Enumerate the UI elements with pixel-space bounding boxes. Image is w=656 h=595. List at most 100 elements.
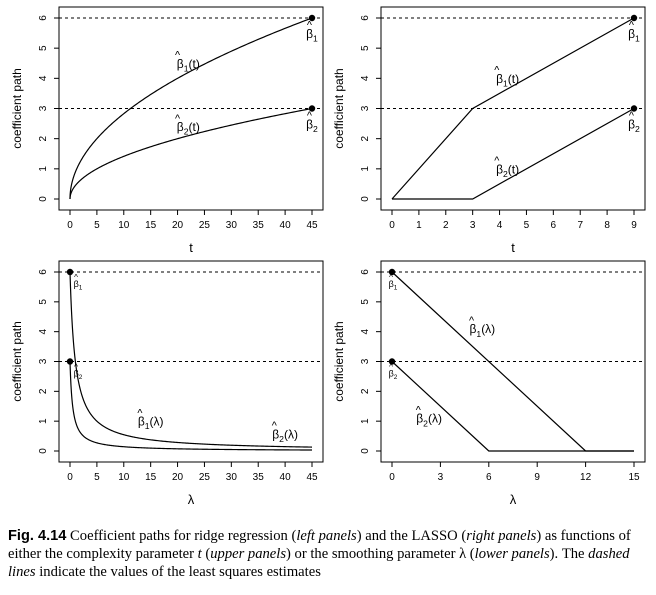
x-tick-label: 1 <box>416 220 422 231</box>
series-line-1 <box>69 272 313 448</box>
caption-emphasis: left panels <box>296 528 357 544</box>
hat-mark: ^ <box>389 362 393 371</box>
y-tick-label: 3 <box>360 358 371 364</box>
x-tick-label: 0 <box>67 472 73 483</box>
estimate-point-1 <box>630 14 638 22</box>
y-tick-label: 5 <box>38 299 49 305</box>
hat-mark: ^ <box>175 113 181 125</box>
y-tick-label: 2 <box>38 135 49 141</box>
x-tick-label: 10 <box>118 472 130 483</box>
series-line-2 <box>69 361 313 451</box>
caption-label: Fig. 4.14 <box>8 528 67 544</box>
estimate-label-2: β2 <box>74 369 83 382</box>
y-tick-label: 0 <box>38 448 49 454</box>
series-label-2: β2(t) <box>177 120 200 137</box>
x-tick-label: 9 <box>534 472 540 483</box>
x-axis-label: λ <box>188 492 195 507</box>
estimate-label-2: β2 <box>389 369 398 382</box>
caption-emphasis: upper panels <box>210 546 287 562</box>
y-tick-label: 2 <box>360 388 371 394</box>
x-tick-label: 15 <box>145 220 157 231</box>
x-tick-label: 4 <box>497 220 503 231</box>
series-label-2: β2(t) <box>496 162 519 179</box>
y-tick-label: 5 <box>360 45 371 51</box>
y-tick-label: 0 <box>360 448 371 454</box>
figure-caption: Fig. 4.14 Coefficient paths for ridge re… <box>8 527 650 581</box>
x-tick-label: 5 <box>524 220 530 231</box>
y-tick-label: 3 <box>360 105 371 111</box>
hat-mark: ^ <box>175 49 181 61</box>
y-tick-label: 2 <box>38 388 49 394</box>
series-line-2 <box>392 107 635 200</box>
estimate-point-1 <box>66 268 74 276</box>
series-label-1: β1(t) <box>177 57 200 74</box>
hat-mark: ^ <box>629 110 635 122</box>
y-axis-label: coefficient path <box>10 321 24 402</box>
y-tick-label: 4 <box>38 75 49 81</box>
y-tick-label: 1 <box>38 418 49 424</box>
estimate-point-2 <box>66 358 74 365</box>
y-tick-label: 0 <box>38 196 49 202</box>
x-tick-label: 20 <box>172 472 184 483</box>
y-tick-label: 5 <box>38 45 49 51</box>
x-axis-label: λ <box>510 492 517 507</box>
hat-mark: ^ <box>494 64 500 76</box>
x-tick-label: 45 <box>306 472 318 483</box>
estimate-label-1: β1 <box>74 279 83 292</box>
estimate-label-1: β1 <box>389 279 398 292</box>
x-tick-label: 25 <box>199 472 211 483</box>
y-tick-label: 2 <box>360 135 371 141</box>
y-tick-label: 6 <box>38 15 49 21</box>
x-tick-label: 6 <box>486 472 492 483</box>
series-label-2: β2(λ) <box>416 412 442 429</box>
x-tick-label: 3 <box>470 220 476 231</box>
hat-mark: ^ <box>389 273 393 282</box>
x-tick-label: 5 <box>94 220 100 231</box>
estimate-label-2: β2 <box>628 118 640 135</box>
y-tick-label: 3 <box>38 358 49 364</box>
x-tick-label: 6 <box>551 220 557 231</box>
x-tick-label: 8 <box>604 220 610 231</box>
hat-mark: ^ <box>137 407 143 419</box>
y-tick-label: 1 <box>360 418 371 424</box>
x-tick-label: 25 <box>199 220 211 231</box>
x-tick-label: 0 <box>67 220 73 231</box>
x-tick-label: 0 <box>389 220 395 231</box>
y-tick-label: 6 <box>360 15 371 21</box>
x-tick-label: 2 <box>443 220 449 231</box>
hat-mark: ^ <box>416 404 422 416</box>
x-tick-label: 3 <box>438 472 444 483</box>
hat-mark: ^ <box>469 315 475 327</box>
estimate-label-2: β2 <box>306 118 318 135</box>
caption-emphasis: dashed lines <box>8 546 630 580</box>
estimate-label-1: β1 <box>628 27 640 44</box>
caption-emphasis: t <box>197 546 202 562</box>
x-tick-label: 15 <box>628 472 640 483</box>
x-tick-label: 35 <box>253 472 265 483</box>
y-tick-label: 4 <box>360 75 371 81</box>
caption-emphasis: lower panels <box>474 546 550 562</box>
x-axis-label: t <box>189 240 193 255</box>
hat-mark: ^ <box>74 273 78 282</box>
series-line-1 <box>391 17 635 200</box>
y-tick-label: 1 <box>360 166 371 172</box>
x-tick-label: 9 <box>631 220 637 231</box>
series-label-1: β1(λ) <box>138 415 164 432</box>
estimate-point-1 <box>308 14 316 22</box>
hat-mark: ^ <box>307 110 313 122</box>
caption-text: indicate the values of the least squares… <box>35 564 321 580</box>
y-tick-label: 4 <box>38 328 49 334</box>
x-tick-label: 0 <box>389 472 395 483</box>
y-tick-label: 0 <box>360 196 371 202</box>
estimate-point-2 <box>630 105 638 112</box>
y-axis-label: coefficient path <box>332 321 346 402</box>
caption-text: ( <box>201 546 211 562</box>
caption-text: ) as functions of either the complexity … <box>8 528 631 562</box>
x-tick-label: 40 <box>280 220 292 231</box>
hat-mark: ^ <box>307 20 313 32</box>
estimate-point-1 <box>388 268 396 276</box>
